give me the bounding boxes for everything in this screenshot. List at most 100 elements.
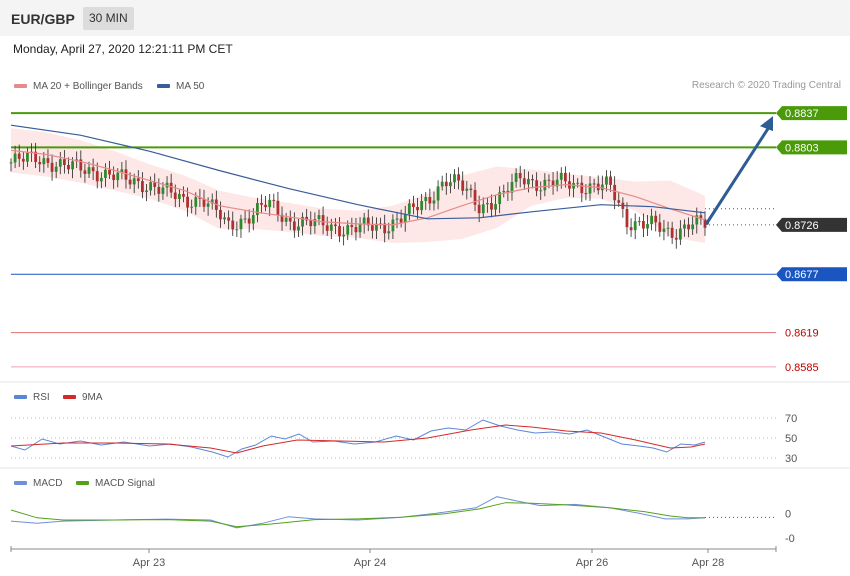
candle-body [502,190,506,193]
candle-body [58,159,62,167]
x-tick-label: Apr 28 [692,557,724,569]
candle-body [21,158,25,162]
candle-body [580,182,584,194]
candle-body [297,226,300,231]
candle-body [662,228,666,232]
candle-body [625,208,629,228]
candle-body [510,181,514,193]
candle-body [79,159,83,171]
candle-body [572,183,575,189]
candle-body [104,169,107,178]
candle-body [83,170,87,174]
legend-rsi: RSI [14,392,50,403]
legend-ma20: MA 20 + Bollinger Bands [14,81,143,92]
symbol-title: EUR/GBP [11,11,75,27]
candle-body [145,190,148,193]
candle-body [141,181,144,193]
candle-body [654,215,658,223]
candle-body [231,220,235,230]
candle-body [383,223,387,234]
candle-body [674,237,678,240]
macd-signal-line [10,502,705,528]
candle-body [243,218,247,220]
candle-body [498,192,502,205]
macd-tick-label: -0 [785,533,795,545]
candle-body [559,172,563,180]
candle-body [477,204,481,214]
ma20-swatch [14,84,27,89]
candle-body [272,199,276,201]
candle-body [527,179,530,185]
legend-rsi-ma-label: 9MA [82,392,103,403]
level-0-8803: 0.8803 [11,140,847,155]
candle-body [99,177,103,182]
macd-swatch [14,481,27,486]
candle-body [588,183,592,194]
candle-body [276,200,280,215]
candle-body [703,219,707,228]
candle-body [362,217,366,225]
candle-body [38,162,42,165]
candle-body [453,174,456,183]
candle-body [436,186,440,201]
candle-body [153,182,157,187]
candle-body [461,180,465,191]
candle-body [416,206,419,211]
candle-body [235,229,239,231]
candle-body [210,199,214,204]
candle-body [629,227,633,231]
candle-body [481,204,485,214]
candle-body [288,217,292,222]
candle-body [136,178,140,182]
candle-body [157,186,161,194]
forecast-arrow-origin [705,220,709,225]
candle-body [514,173,518,182]
level-label: 0.8837 [785,108,819,120]
candle-body [637,221,641,223]
candle-body [366,217,370,226]
candle-body [42,158,46,165]
candle-body [202,198,206,207]
timeframe-button[interactable]: 30 MIN [83,7,134,30]
candle-body [584,193,588,195]
x-tick-label: Apr 24 [354,557,386,569]
candle-body [71,161,74,170]
candle-body [539,190,543,192]
candle-body [576,182,580,184]
candle-body [194,197,198,207]
macd-tick-label: 0 [785,508,791,520]
candle-body [334,224,337,227]
level-label: 0.8726 [785,220,819,232]
level-label: 0.8585 [785,362,819,374]
candle-body [50,162,54,172]
legend-ma50: MA 50 [157,81,204,92]
candle-body [420,201,424,211]
candle-body [633,221,637,231]
candle-body [321,215,325,226]
rsi-tick-label: 50 [785,433,797,445]
candle-body [609,176,612,185]
candle-body [190,206,194,208]
candle-body [691,224,695,230]
candle-body [658,222,662,232]
candle-body [317,215,321,220]
level-0-8619: 0.8619 [11,328,819,340]
candle-body [305,216,309,221]
candle-body [494,204,497,210]
candle-body [292,221,296,231]
candle-body [219,209,222,220]
candle-body [407,203,411,214]
candle-body [617,200,621,203]
ma50-line [10,124,706,220]
candle-body [473,190,477,205]
candle-body [329,224,333,231]
candle-body [687,224,690,230]
candle-body [206,203,210,207]
candle-body [128,179,132,185]
candle-body [522,178,526,185]
candle-body [177,193,181,199]
candle-body [280,214,284,222]
legend-rsi-ma: 9MA [63,392,103,403]
candle-body [268,199,272,208]
level-0-8585: 0.8585 [11,362,819,374]
